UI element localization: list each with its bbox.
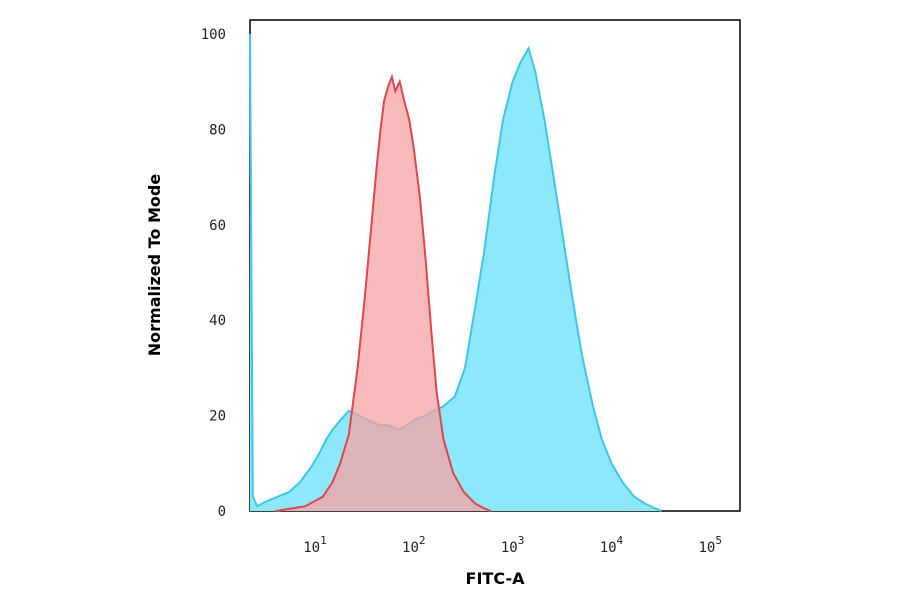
series-2-area bbox=[275, 76, 491, 512]
x-tick-label: 104 bbox=[600, 534, 624, 556]
y-tick-label: 100 bbox=[201, 27, 226, 43]
series-1-line bbox=[249, 33, 662, 512]
x-tick-label: 105 bbox=[699, 534, 722, 556]
series-1-area bbox=[250, 34, 662, 511]
series-2-line bbox=[275, 73, 492, 512]
y-axis-title: Normalized To Mode bbox=[145, 174, 164, 357]
x-tick-label: 102 bbox=[402, 534, 425, 556]
x-axis-title: FITC-A bbox=[466, 569, 526, 588]
x-tick-label: 101 bbox=[303, 534, 326, 556]
y-tick-label: 20 bbox=[209, 409, 226, 425]
y-tick-label: 80 bbox=[209, 122, 226, 138]
x-tick-label: 103 bbox=[501, 534, 524, 556]
y-tick-label: 0 bbox=[218, 504, 226, 520]
y-tick-label: 40 bbox=[209, 313, 226, 329]
y-tick-label: 60 bbox=[209, 218, 226, 234]
